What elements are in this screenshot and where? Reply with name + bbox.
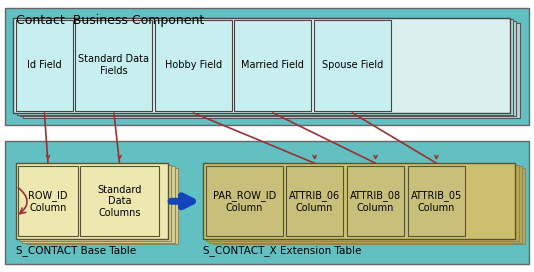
Text: Standard Data
Fields: Standard Data Fields xyxy=(78,54,150,76)
Text: ATTRIB_06
Column: ATTRIB_06 Column xyxy=(289,190,340,212)
FancyBboxPatch shape xyxy=(80,166,159,236)
FancyBboxPatch shape xyxy=(18,166,78,236)
FancyBboxPatch shape xyxy=(407,166,465,236)
FancyBboxPatch shape xyxy=(213,168,525,244)
Text: S_CONTACT Base Table: S_CONTACT Base Table xyxy=(16,245,136,256)
FancyBboxPatch shape xyxy=(26,168,178,244)
FancyBboxPatch shape xyxy=(155,20,232,111)
FancyBboxPatch shape xyxy=(206,166,282,236)
Text: ROW_ID
Column: ROW_ID Column xyxy=(28,190,68,212)
FancyBboxPatch shape xyxy=(19,165,171,241)
Text: Standard
Data
Columns: Standard Data Columns xyxy=(97,185,142,218)
FancyBboxPatch shape xyxy=(75,20,152,111)
FancyBboxPatch shape xyxy=(234,20,311,111)
FancyBboxPatch shape xyxy=(16,163,168,239)
Text: S_CONTACT_X Extension Table: S_CONTACT_X Extension Table xyxy=(203,245,362,256)
Text: PAR_ROW_ID
Column: PAR_ROW_ID Column xyxy=(213,190,276,212)
Text: ATTRIB_05
Column: ATTRIB_05 Column xyxy=(411,190,462,212)
FancyBboxPatch shape xyxy=(5,141,529,264)
Text: Spouse Field: Spouse Field xyxy=(321,60,383,70)
FancyBboxPatch shape xyxy=(203,163,515,239)
Text: Married Field: Married Field xyxy=(241,60,304,70)
FancyBboxPatch shape xyxy=(206,165,519,241)
Text: ATTRIB_08
Column: ATTRIB_08 Column xyxy=(350,190,401,212)
FancyBboxPatch shape xyxy=(13,18,510,113)
FancyBboxPatch shape xyxy=(5,8,529,125)
FancyBboxPatch shape xyxy=(286,166,343,236)
FancyBboxPatch shape xyxy=(16,20,73,111)
FancyBboxPatch shape xyxy=(314,20,391,111)
FancyBboxPatch shape xyxy=(209,166,522,243)
Text: Contact  Business Component: Contact Business Component xyxy=(16,14,205,27)
Text: Hobby Field: Hobby Field xyxy=(165,60,222,70)
FancyBboxPatch shape xyxy=(20,21,516,116)
Text: Id Field: Id Field xyxy=(27,60,62,70)
FancyBboxPatch shape xyxy=(347,166,404,236)
FancyBboxPatch shape xyxy=(23,23,520,118)
FancyBboxPatch shape xyxy=(22,166,175,243)
FancyBboxPatch shape xyxy=(17,19,513,115)
